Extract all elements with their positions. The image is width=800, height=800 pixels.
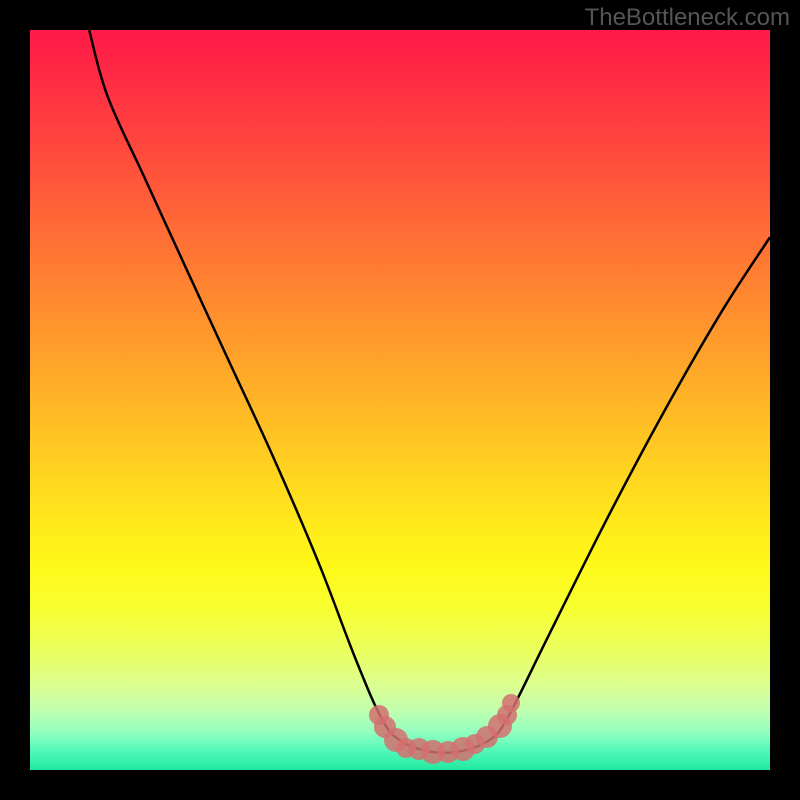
plot-area bbox=[30, 30, 770, 770]
bottleneck-curve bbox=[30, 30, 770, 770]
watermark-text: TheBottleneck.com bbox=[585, 4, 790, 32]
valley-marker bbox=[502, 694, 520, 712]
